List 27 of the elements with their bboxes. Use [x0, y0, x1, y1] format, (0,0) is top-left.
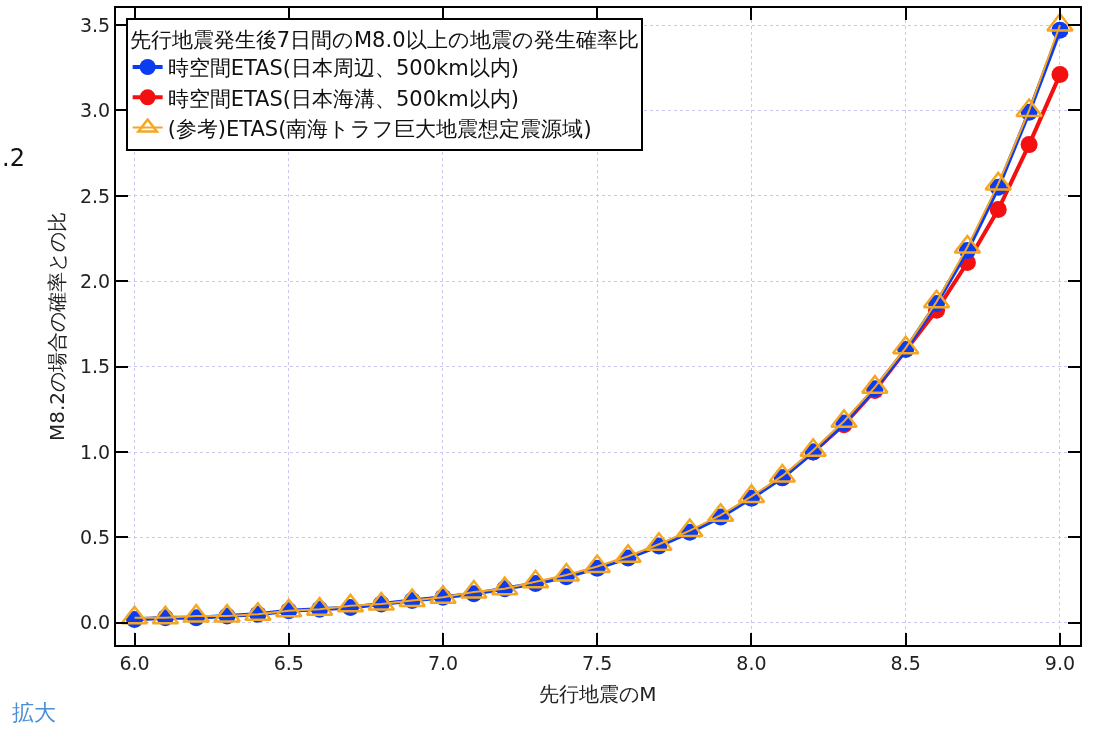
x-tick-label: 9.0 — [1044, 651, 1076, 674]
x-tick-label: 7.5 — [582, 651, 613, 674]
text: .2 — [2, 144, 25, 172]
x-tick-label: 8.0 — [736, 651, 767, 674]
point — [830, 409, 858, 429]
point — [989, 201, 1007, 219]
x-tick-label: 6.5 — [273, 651, 304, 674]
legend-label: 時空間ETAS(日本海溝、500km以内) — [167, 86, 519, 111]
legend-label: (参考)ETAS(南海トラフ巨大地震想定震源域) — [167, 116, 592, 141]
y-tick-label: 1.0 — [79, 440, 111, 463]
legend-title: 先行地震発生後7日間のM8.0以上の地震の発生確率比 — [129, 27, 639, 52]
y-tick-label: 3.5 — [79, 13, 111, 36]
y-tick-label: 0.0 — [79, 611, 111, 634]
y-axis-title: M8.2の場合の確率との比 — [44, 211, 69, 442]
x-axis-title: 先行地震のM — [539, 681, 657, 706]
y-tick-label: 2.5 — [79, 184, 111, 207]
point — [1051, 66, 1069, 84]
legend-label: 時空間ETAS(日本周辺、500km以内) — [167, 56, 519, 81]
x-tick-label: 8.5 — [890, 651, 921, 674]
x-tick-label: 6.0 — [119, 651, 150, 674]
y-tick-label: 1.5 — [79, 355, 111, 378]
point — [1020, 136, 1038, 154]
y-tick-label: 0.5 — [79, 526, 111, 549]
y-tick-label: 2.0 — [79, 269, 111, 292]
y-tick-label: 3.0 — [79, 99, 111, 122]
x-tick-label: 7.0 — [427, 651, 459, 674]
text: 拡大 — [12, 700, 56, 725]
